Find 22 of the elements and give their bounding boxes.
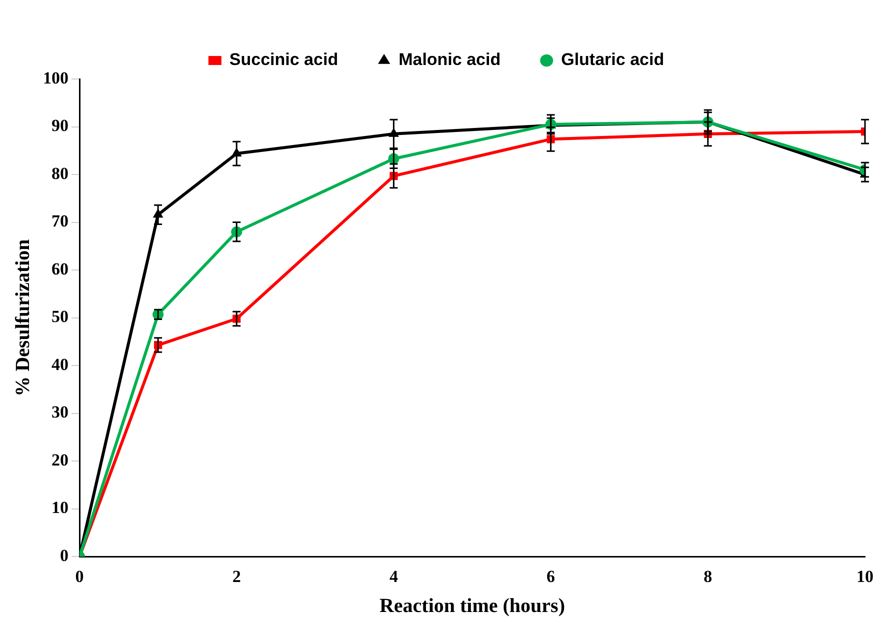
x-tick-label: 10 [856,567,874,586]
x-tick-label: 2 [232,567,241,586]
legend-label: Malonic acid [398,50,501,70]
x-tick-label: 6 [546,567,556,586]
y-tick-label: 10 [52,498,68,518]
y-tick-label: 90 [52,116,68,136]
y-tick-label: 0 [60,546,68,565]
y-tick-label: 80 [52,164,68,183]
y-tick-label: 20 [52,450,68,470]
legend-label: Glutaric acid [561,50,664,70]
y-tick-label: 40 [52,354,68,374]
legend-label: Succinic acid [229,50,338,70]
y-axis-title: % Desulfurization [12,239,34,396]
x-tick-label: 8 [704,567,712,586]
y-tick-label: 100 [43,68,68,88]
y-tick-label: 30 [52,402,68,422]
x-axis-title: Reaction time (hours) [379,595,566,618]
y-tick-label: 70 [52,212,68,231]
x-tick-label: 0 [75,567,84,586]
y-tick-label: 50 [52,307,68,326]
x-tick-label: 4 [389,567,398,586]
y-tick-label: 60 [52,259,68,278]
